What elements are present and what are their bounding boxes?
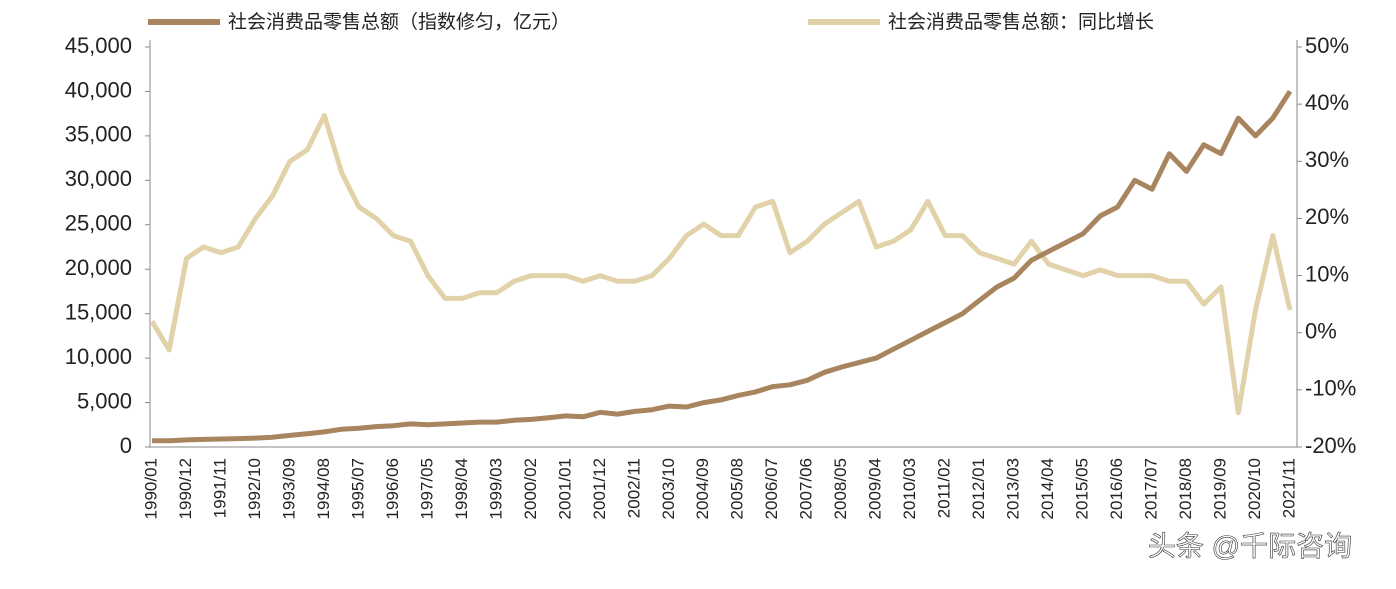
x-tick-label: 2021/11 — [1279, 458, 1298, 518]
y-tick-label: 5,000 — [77, 388, 132, 413]
x-tick-label: 2009/04 — [866, 458, 885, 519]
y2-tick-label: -20% — [1305, 433, 1356, 458]
legend-label: 社会消费品零售总额（指数修匀，亿元） — [228, 11, 570, 33]
x-tick-label: 1999/03 — [486, 458, 505, 519]
x-tick-label: 2010/03 — [900, 458, 919, 519]
y-tick-label: 20,000 — [65, 255, 132, 280]
x-tick-label: 2019/09 — [1211, 458, 1230, 519]
x-tick-label: 2011/02 — [935, 458, 954, 518]
y2-tick-label: 40% — [1305, 90, 1349, 115]
y2-tick-label: -10% — [1305, 376, 1356, 401]
x-tick-label: 2020/10 — [1245, 458, 1264, 519]
y-tick-label: 0 — [120, 433, 132, 458]
y-tick-label: 25,000 — [65, 211, 132, 236]
watermark: 头条 @千际咨询 — [1148, 530, 1352, 561]
y2-tick-label: 30% — [1305, 147, 1349, 172]
y2-tick-label: 50% — [1305, 33, 1349, 58]
x-tick-label: 1998/04 — [452, 458, 471, 519]
y-tick-label: 45,000 — [65, 33, 132, 58]
x-tick-label: 2016/06 — [1107, 458, 1126, 519]
x-tick-label: 2014/04 — [1038, 458, 1057, 519]
x-tick-label: 2005/08 — [728, 458, 747, 519]
y2-tick-label: 10% — [1305, 261, 1349, 286]
x-tick-label: 2018/08 — [1176, 458, 1195, 519]
x-tick-label: 1992/10 — [245, 458, 264, 519]
series-line — [149, 113, 1293, 416]
series-line — [152, 90, 1293, 444]
x-tick-label: 1996/06 — [383, 458, 402, 519]
y-tick-label: 15,000 — [65, 299, 132, 324]
y-tick-label: 10,000 — [65, 344, 132, 369]
x-tick-label: 2001/12 — [590, 458, 609, 519]
x-tick-label: 2015/05 — [1073, 458, 1092, 519]
x-tick-label: 1997/05 — [417, 458, 436, 519]
x-tick-label: 2006/07 — [762, 458, 781, 519]
y2-tick-label: 0% — [1305, 319, 1337, 344]
x-tick-label: 1993/09 — [279, 458, 298, 519]
x-tick-label: 1995/07 — [348, 458, 367, 519]
y2-tick-label: 20% — [1305, 204, 1349, 229]
x-tick-label: 1991/11 — [210, 458, 229, 518]
y-tick-label: 35,000 — [65, 122, 132, 147]
x-tick-label: 2002/11 — [624, 458, 643, 518]
y-tick-label: 40,000 — [65, 77, 132, 102]
y-tick-label: 30,000 — [65, 166, 132, 191]
x-tick-label: 2012/01 — [969, 458, 988, 519]
x-tick-label: 2007/06 — [797, 458, 816, 519]
x-tick-label: 2003/10 — [659, 458, 678, 519]
x-tick-label: 2000/02 — [521, 458, 540, 519]
x-tick-label: 1990/12 — [176, 458, 195, 519]
x-tick-label: 1994/08 — [314, 458, 333, 519]
x-tick-label: 2017/07 — [1142, 458, 1161, 519]
x-tick-label: 2013/03 — [1004, 458, 1023, 519]
x-tick-label: 2008/05 — [831, 458, 850, 519]
x-tick-label: 2001/01 — [555, 458, 574, 519]
legend-label: 社会消费品零售总额：同比增长 — [888, 11, 1154, 33]
x-tick-label: 1990/01 — [141, 458, 160, 519]
x-tick-label: 2004/09 — [693, 458, 712, 519]
